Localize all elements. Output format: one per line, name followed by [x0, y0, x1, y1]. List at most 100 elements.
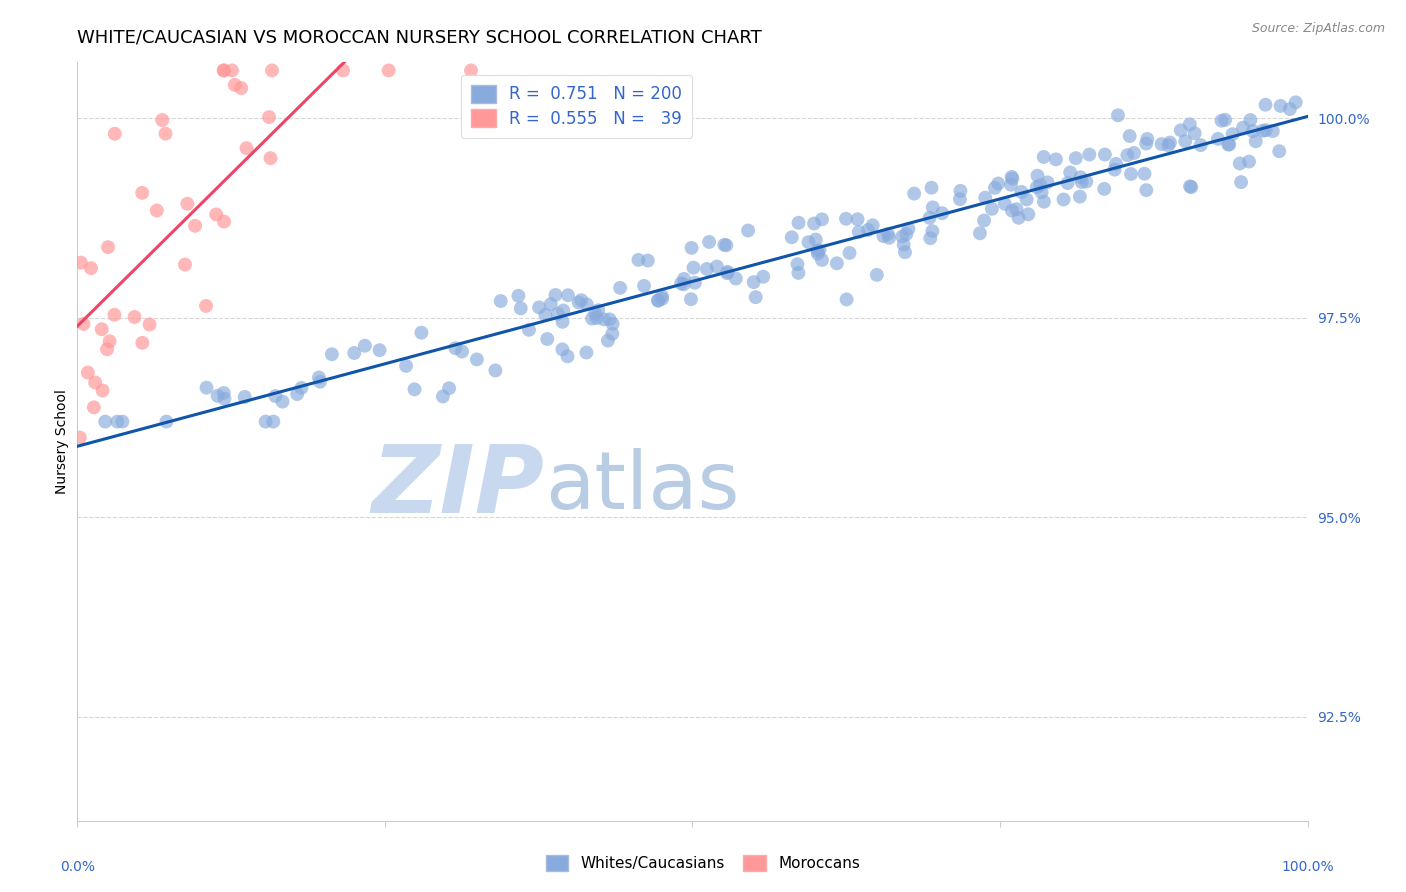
Point — [568, 295, 591, 310]
Point — [551, 315, 574, 329]
Point — [517, 323, 540, 337]
Point — [150, 113, 173, 128]
Point — [437, 381, 460, 395]
Point — [285, 387, 308, 401]
Point — [713, 237, 735, 252]
Point — [1011, 185, 1033, 199]
Point — [683, 276, 706, 290]
Point — [787, 266, 810, 280]
Point — [780, 230, 803, 244]
Point — [1218, 137, 1240, 152]
Point — [1184, 126, 1206, 140]
Point — [80, 261, 103, 276]
Point — [1133, 167, 1156, 181]
Point — [290, 381, 312, 395]
Point — [411, 326, 433, 340]
Point — [1052, 193, 1074, 207]
Point — [744, 290, 766, 304]
Point — [797, 235, 820, 249]
Point — [484, 363, 506, 377]
Y-axis label: Nursery School: Nursery School — [55, 389, 69, 494]
Point — [1017, 207, 1039, 221]
Point — [131, 186, 153, 200]
Point — [432, 389, 454, 403]
Point — [786, 257, 808, 271]
Point — [1174, 134, 1197, 148]
Point — [1031, 186, 1053, 200]
Point — [465, 352, 488, 367]
Point — [835, 293, 858, 307]
Point — [233, 390, 256, 404]
Point — [1268, 145, 1291, 159]
Point — [807, 246, 830, 260]
Point — [1178, 117, 1201, 131]
Point — [257, 110, 280, 124]
Point — [212, 63, 235, 78]
Point — [949, 192, 972, 206]
Point — [627, 252, 650, 267]
Point — [1222, 127, 1244, 141]
Point — [896, 227, 918, 242]
Point — [84, 376, 107, 390]
Point — [856, 223, 879, 237]
Point — [98, 334, 121, 349]
Point — [969, 227, 991, 241]
Point — [259, 151, 281, 165]
Point — [1032, 194, 1054, 209]
Point — [235, 141, 257, 155]
Point — [1254, 123, 1277, 137]
Point — [104, 127, 127, 141]
Point — [557, 288, 579, 302]
Point — [509, 301, 531, 316]
Point — [1076, 175, 1098, 189]
Point — [96, 343, 118, 357]
Point — [536, 332, 558, 346]
Point — [973, 213, 995, 227]
Point — [540, 297, 562, 311]
Point — [551, 343, 574, 357]
Point — [111, 415, 134, 429]
Point — [987, 177, 1010, 191]
Point — [1045, 153, 1067, 167]
Point — [737, 223, 759, 237]
Point — [72, 317, 94, 331]
Point — [103, 308, 125, 322]
Point — [1005, 202, 1028, 217]
Point — [174, 258, 197, 272]
Point — [672, 272, 695, 286]
Point — [980, 202, 1002, 216]
Point — [155, 127, 177, 141]
Point — [343, 346, 366, 360]
Point — [1001, 171, 1024, 186]
Point — [716, 266, 738, 280]
Point — [146, 203, 169, 218]
Point — [682, 260, 704, 275]
Point — [1107, 108, 1129, 122]
Point — [862, 219, 884, 233]
Point — [90, 322, 112, 336]
Point — [787, 216, 810, 230]
Point — [808, 244, 831, 258]
Point — [891, 229, 914, 244]
Point — [1189, 138, 1212, 153]
Point — [866, 268, 889, 282]
Point — [1094, 147, 1116, 161]
Point — [212, 63, 235, 78]
Point — [1239, 113, 1261, 128]
Point — [877, 231, 900, 245]
Point — [1119, 167, 1142, 181]
Point — [1105, 157, 1128, 171]
Point — [221, 63, 243, 78]
Point — [672, 277, 695, 292]
Point — [354, 339, 377, 353]
Point — [1270, 99, 1292, 113]
Point — [1150, 137, 1173, 152]
Point — [752, 269, 775, 284]
Point — [1092, 182, 1115, 196]
Point — [921, 201, 943, 215]
Point — [593, 312, 616, 326]
Text: WHITE/CAUCASIAN VS MOROCCAN NURSERY SCHOOL CORRELATION CHART: WHITE/CAUCASIAN VS MOROCCAN NURSERY SCHO… — [77, 29, 762, 47]
Point — [534, 308, 557, 322]
Point — [1237, 154, 1260, 169]
Point — [553, 303, 575, 318]
